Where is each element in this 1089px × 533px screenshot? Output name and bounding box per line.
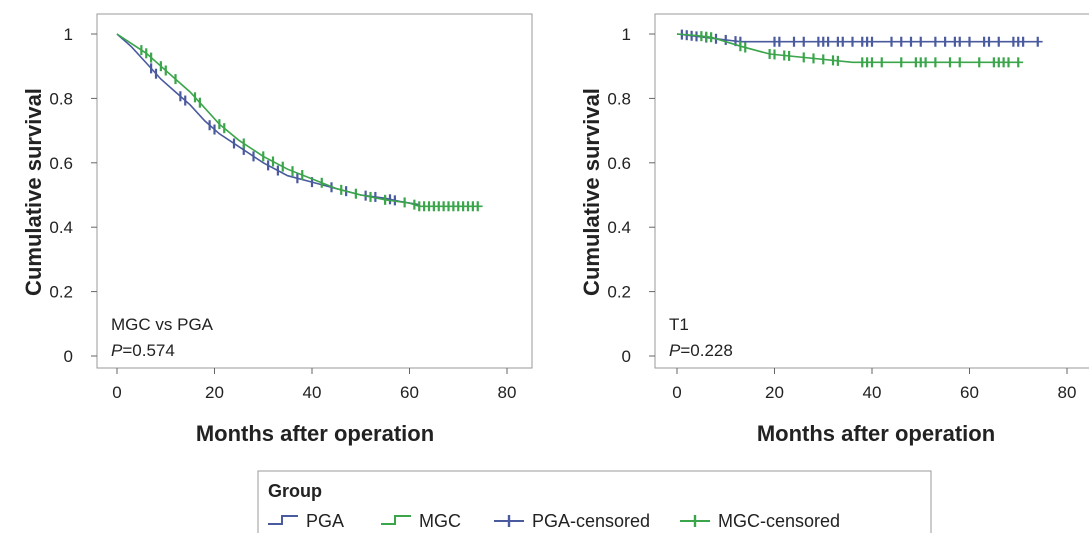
survival-curves — [116, 33, 483, 212]
p-value-text: P=0.228 — [669, 341, 733, 360]
legend-swatch-step — [381, 515, 411, 525]
x-tick-label: 0 — [672, 383, 681, 402]
x-tick-label: 40 — [863, 383, 882, 402]
y-tick-label: 0.2 — [49, 283, 73, 302]
legend-swatch-step — [268, 515, 298, 525]
survival-panel-right: 0 0.2 0.4 0.6 0.8 1 0 20 40 60 80 Months after op… — [579, 13, 1089, 446]
y-tick-label: 0.4 — [607, 218, 631, 237]
comparison-label: MGC vs PGA — [111, 315, 214, 334]
survival-panel-left: 0 0.2 0.4 0.6 0.8 1 0 20 40 60 80 Months after op… — [21, 13, 533, 446]
x-tick-label: 20 — [205, 383, 224, 402]
x-tick-label: 80 — [1058, 383, 1077, 402]
x-tick-label: 60 — [400, 383, 419, 402]
p-value: =0.574 — [122, 341, 174, 360]
p-symbol: P — [111, 341, 123, 360]
x-axis-title: Months after operation — [196, 421, 434, 446]
y-tick-label: 0.6 — [607, 154, 631, 173]
y-tick-label: 0 — [64, 347, 73, 366]
legend-box — [257, 470, 932, 533]
x-axis: 0 20 40 60 80 — [112, 368, 516, 402]
y-tick-label: 0.8 — [49, 89, 73, 108]
x-tick-label: 40 — [303, 383, 322, 402]
legend-item-pga-censored: PGA-censored — [494, 511, 650, 531]
p-value-text: P=0.574 — [111, 341, 175, 360]
y-tick-label: 0.2 — [607, 283, 631, 302]
x-tick-label: 60 — [960, 383, 979, 402]
legend-item-mgc-censored: MGC-censored — [680, 511, 840, 531]
y-axis-title: Cumulative survival — [21, 88, 46, 296]
legend-title: Group — [268, 481, 322, 501]
legend-item-pga: PGA — [268, 511, 344, 531]
p-value: =0.228 — [680, 341, 732, 360]
x-tick-label: 0 — [112, 383, 121, 402]
legend-item-mgc: MGC — [381, 511, 461, 531]
y-axis: 0 0.2 0.4 0.6 0.8 1 — [49, 25, 97, 366]
legend-label: PGA-censored — [532, 511, 650, 531]
legend-label: PGA — [306, 511, 344, 531]
y-tick-label: 0.4 — [49, 218, 73, 237]
series-line-pga — [116, 33, 420, 206]
x-tick-label: 20 — [765, 383, 784, 402]
survival-curves — [676, 29, 1043, 68]
comparison-label: T1 — [669, 315, 689, 334]
legend-items: PGA MGC PGA-censored MGC-censored — [268, 511, 840, 531]
y-tick-label: 0.6 — [49, 154, 73, 173]
y-tick-label: 1 — [622, 25, 631, 44]
series-line-mgc — [116, 33, 483, 208]
legend-label: MGC — [419, 511, 461, 531]
y-tick-label: 0.8 — [607, 89, 631, 108]
legend-label: MGC-censored — [718, 511, 840, 531]
y-axis-title: Cumulative survival — [579, 88, 604, 296]
legend: Group PGA MGC PGA-censored MGC-censored — [257, 470, 932, 533]
y-tick-label: 0 — [622, 347, 631, 366]
x-axis: 0 20 40 60 80 — [672, 368, 1076, 402]
y-axis: 0 0.2 0.4 0.6 0.8 1 — [607, 25, 655, 366]
plot-frame — [654, 13, 1089, 369]
x-tick-label: 80 — [498, 383, 517, 402]
y-tick-label: 1 — [64, 25, 73, 44]
x-axis-title: Months after operation — [757, 421, 995, 446]
p-symbol: P — [669, 341, 681, 360]
